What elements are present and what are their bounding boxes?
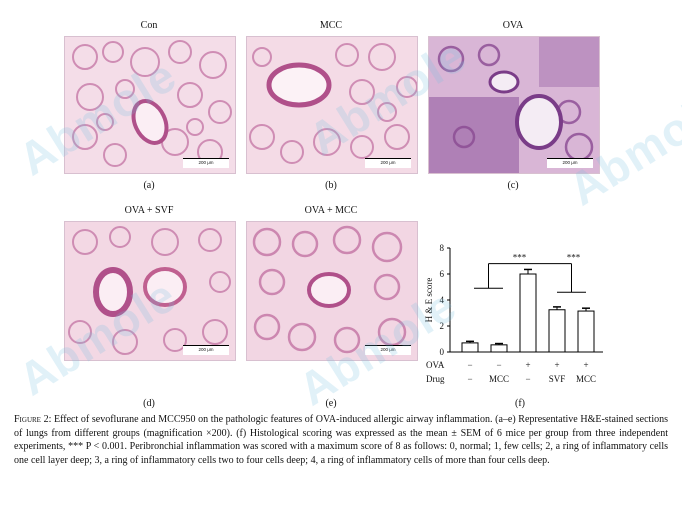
- condition-row-name: OVA: [426, 360, 445, 370]
- scale-bar: 200 μm: [547, 158, 593, 168]
- condition-value: +: [554, 360, 559, 370]
- figure-caption: Figure 2: Effect of sevoflurane and MCC9…: [14, 413, 668, 467]
- panel-d-title: OVA + SVF: [124, 205, 174, 216]
- panel-b-label: (b): [325, 180, 337, 191]
- micrograph-b-image: [247, 37, 417, 173]
- y-tick-label: 4: [440, 295, 445, 305]
- condition-value: +: [583, 360, 588, 370]
- micrograph-a: 200 μm: [64, 36, 236, 174]
- condition-value: +: [525, 360, 530, 370]
- micrograph-a-image: [65, 37, 235, 173]
- scale-bar: 200 μm: [365, 345, 411, 355]
- micrograph-d: 200 μm: [64, 221, 236, 361]
- significance-label: ***: [513, 253, 527, 263]
- panel-a-title: Con: [140, 20, 158, 31]
- panel-e-label: (e): [325, 398, 337, 409]
- micrograph-e: 200 μm: [246, 221, 418, 361]
- micrograph-d-image: [65, 222, 235, 360]
- scale-bar: 200 μm: [183, 345, 229, 355]
- condition-value: −: [525, 374, 530, 384]
- significance-label: ***: [567, 253, 581, 263]
- micrograph-b: 200 μm: [246, 36, 418, 174]
- condition-value: SVF: [549, 374, 566, 384]
- scale-bar: 200 μm: [365, 158, 411, 168]
- condition-row-name: Drug: [426, 374, 445, 384]
- condition-value: MCC: [489, 374, 509, 384]
- bar: [548, 309, 566, 353]
- panel-b-title: MCC: [319, 20, 343, 31]
- micrograph-e-image: [247, 222, 417, 360]
- scale-bar: 200 μm: [183, 158, 229, 168]
- micrograph-c: 200 μm: [428, 36, 600, 174]
- bar: [577, 310, 595, 353]
- y-tick-label: 2: [440, 321, 445, 331]
- y-tick-label: 0: [440, 347, 445, 357]
- panel-a-label: (a): [143, 180, 155, 191]
- panel-d-label: (d): [143, 398, 155, 409]
- condition-value: −: [467, 360, 472, 370]
- panel-c-label: (c): [507, 180, 519, 191]
- bar: [519, 273, 537, 353]
- y-tick-label: 6: [440, 269, 445, 279]
- panel-e-title: OVA + MCC: [304, 205, 358, 216]
- condition-value: MCC: [576, 374, 596, 384]
- bar: [490, 344, 508, 353]
- micrograph-c-image: [429, 37, 599, 173]
- condition-value: −: [496, 360, 501, 370]
- condition-value: −: [467, 374, 472, 384]
- figure-label: Figure 2:: [14, 414, 52, 425]
- hne-score-chart: 0 2 4 6 8 H & E score *** *** OVA − − + + + Drug − MCC − S…: [424, 243, 603, 384]
- caption-text: Effect of sevoflurane and MCC950 on the …: [14, 414, 668, 466]
- y-axis-label: H & E score: [424, 278, 434, 323]
- y-tick-label: 8: [440, 243, 445, 253]
- panel-f-label: (f): [515, 398, 525, 409]
- panel-c-title: OVA: [502, 20, 524, 31]
- bar: [461, 342, 479, 353]
